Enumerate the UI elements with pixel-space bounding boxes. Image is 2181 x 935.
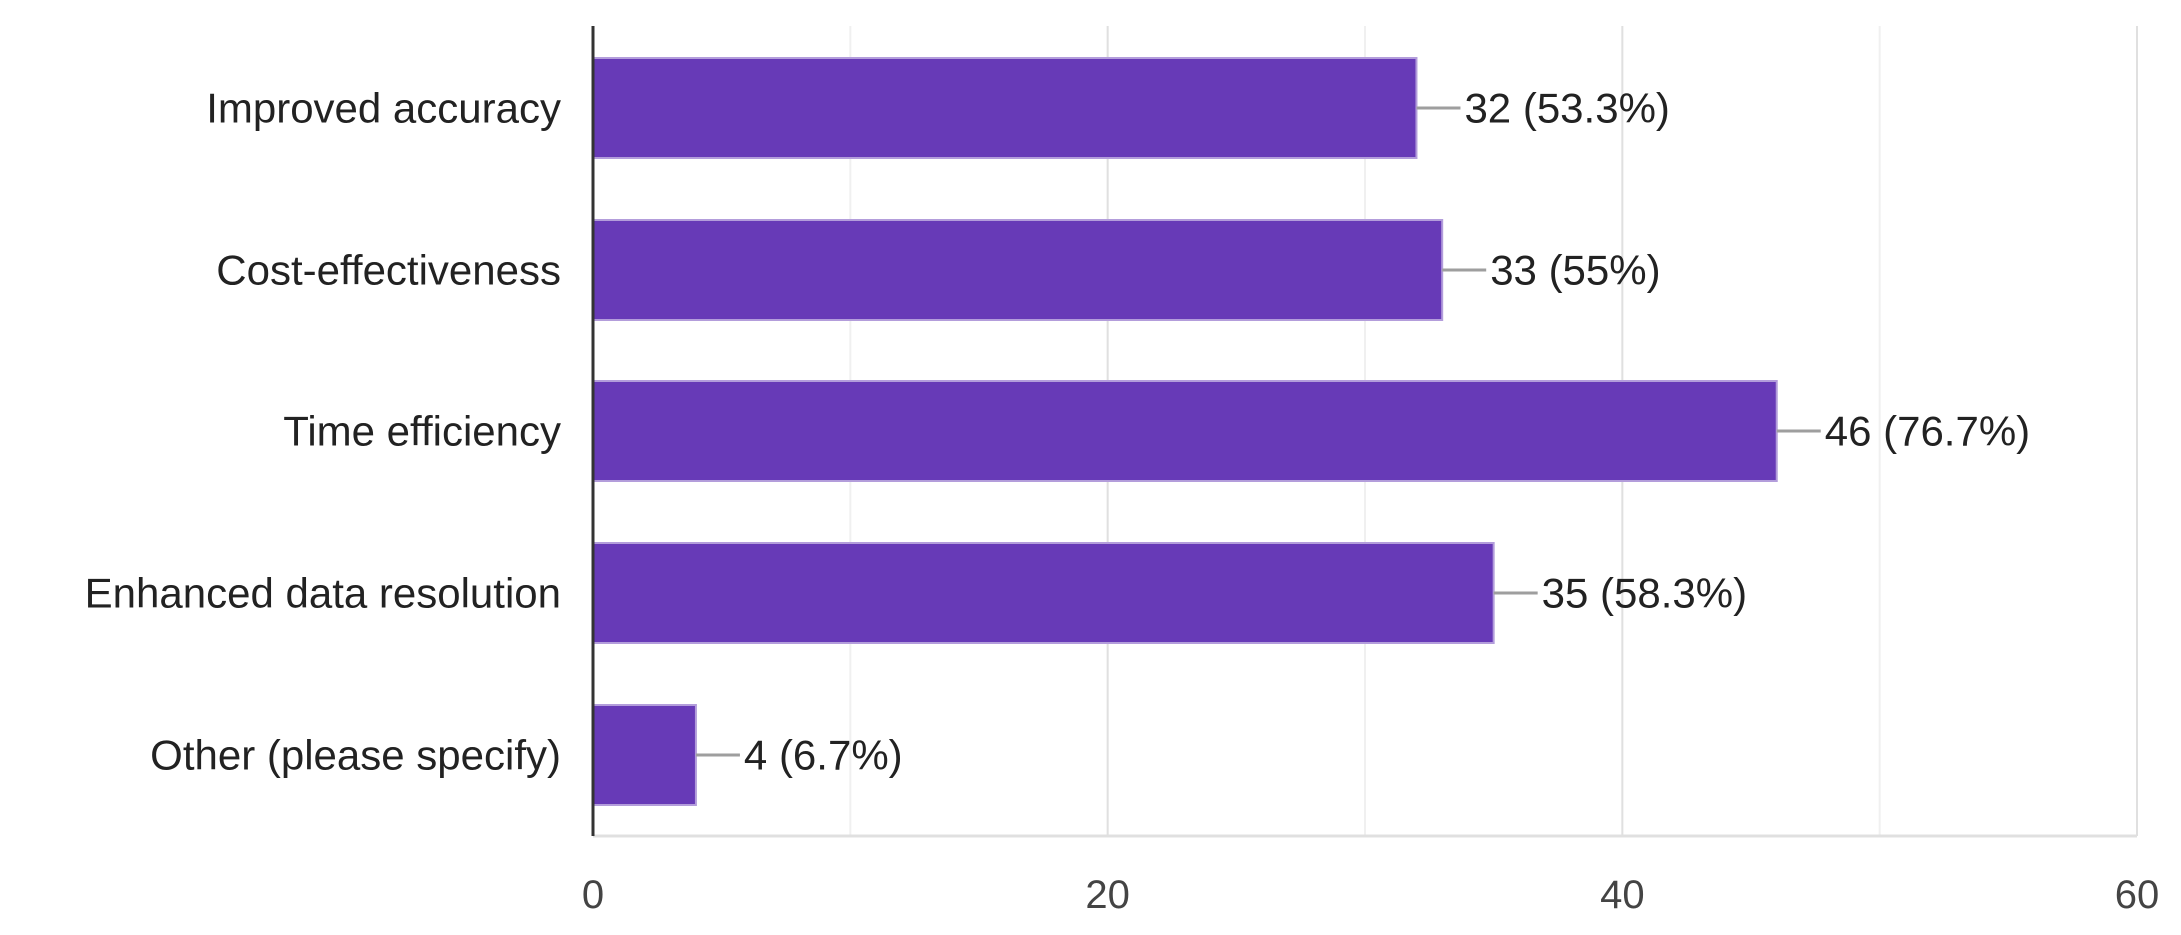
category-label: Cost-effectiveness — [216, 247, 561, 294]
category-label: Improved accuracy — [206, 85, 561, 132]
data-label: 35 (58.3%) — [1542, 570, 1747, 617]
bar — [592, 57, 1418, 159]
bars-layer — [592, 57, 1778, 806]
x-tick-label: 0 — [582, 873, 604, 917]
category-label: Other (please specify) — [150, 732, 561, 779]
category-label: Time efficiency — [283, 408, 561, 455]
bar — [592, 542, 1495, 644]
labels-layer: 32 (53.3%) Improved accuracy 33 (55%) Cost-… — [85, 85, 2031, 779]
x-tick-label: 20 — [1085, 873, 1130, 917]
data-label: 46 (76.7%) — [1825, 408, 2030, 455]
axis-layer: 0 20 40 60 — [582, 26, 2159, 917]
x-tick-label: 40 — [1600, 873, 1645, 917]
data-label: 33 (55%) — [1490, 247, 1660, 294]
bar — [592, 219, 1444, 321]
x-tick-label: 60 — [2115, 873, 2160, 917]
bar — [592, 380, 1778, 482]
category-label: Enhanced data resolution — [85, 570, 561, 617]
data-label: 32 (53.3%) — [1464, 85, 1669, 132]
data-label: 4 (6.7%) — [744, 732, 903, 779]
bar — [592, 704, 697, 806]
